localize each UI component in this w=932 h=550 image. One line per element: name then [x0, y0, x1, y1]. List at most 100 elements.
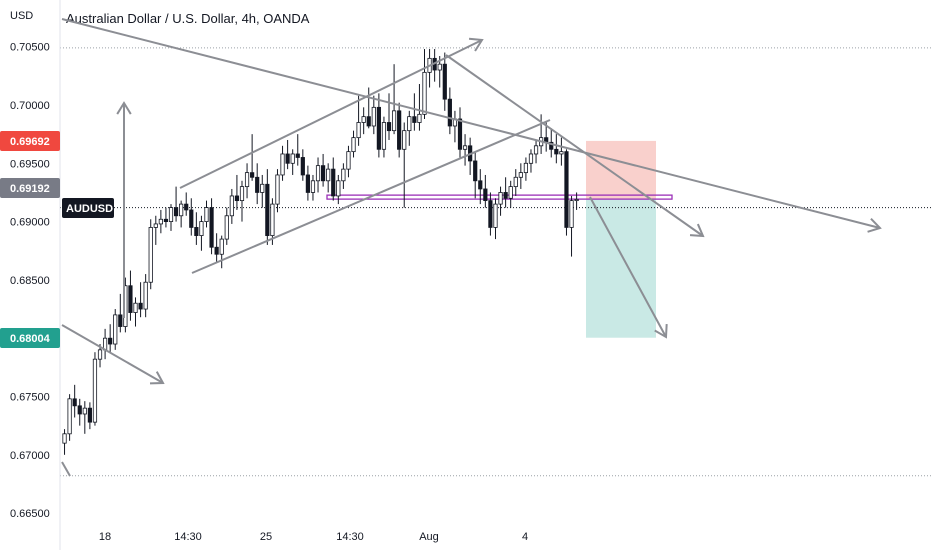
candle[interactable] [473, 151, 478, 199]
candle[interactable] [381, 116, 387, 158]
candle[interactable] [229, 188, 234, 224]
candle[interactable] [407, 110, 412, 146]
candle[interactable] [457, 107, 463, 158]
candle[interactable] [189, 198, 194, 236]
candle[interactable] [361, 107, 366, 135]
candle[interactable] [194, 212, 199, 245]
projected-move-arrow[interactable] [589, 196, 667, 338]
candle[interactable] [376, 93, 381, 158]
candle[interactable] [397, 102, 402, 158]
candle[interactable] [265, 169, 270, 245]
candle[interactable] [346, 145, 351, 178]
candle[interactable] [280, 145, 285, 181]
candle[interactable] [179, 200, 184, 228]
candle[interactable] [143, 274, 148, 318]
candle[interactable] [422, 49, 427, 119]
candle[interactable] [128, 270, 133, 321]
candle[interactable] [452, 110, 458, 143]
candle[interactable] [533, 139, 539, 164]
candle[interactable] [163, 207, 169, 228]
candle[interactable] [564, 149, 569, 236]
target-price-badge[interactable]: 0.68004 [0, 328, 60, 348]
candle[interactable] [432, 49, 437, 82]
stop-price-badge[interactable]: 0.69692 [0, 131, 60, 151]
candle[interactable] [260, 174, 265, 208]
candle[interactable] [239, 180, 245, 222]
candle[interactable] [391, 64, 397, 135]
candle[interactable] [427, 49, 432, 88]
candle[interactable] [447, 87, 452, 135]
candle[interactable] [559, 137, 564, 166]
candle[interactable] [102, 328, 108, 360]
candle[interactable] [498, 186, 503, 216]
candle[interactable] [224, 207, 229, 245]
bottom-marker-line[interactable] [61, 461, 71, 477]
candle[interactable] [468, 137, 473, 175]
candle[interactable] [554, 134, 559, 164]
candle[interactable] [386, 93, 392, 140]
candle[interactable] [138, 282, 143, 318]
candle[interactable] [574, 192, 579, 210]
candle[interactable] [326, 163, 331, 193]
candle[interactable] [462, 134, 468, 166]
candle[interactable] [321, 153, 326, 187]
candle[interactable] [351, 130, 356, 158]
candle[interactable] [356, 95, 361, 146]
candle[interactable] [199, 215, 204, 251]
candle[interactable] [77, 398, 82, 426]
candle[interactable] [92, 352, 98, 426]
candle[interactable] [300, 149, 305, 181]
stop-loss-zone[interactable] [586, 140, 656, 200]
candle[interactable] [184, 192, 189, 216]
candle[interactable] [331, 157, 336, 201]
candle[interactable] [493, 198, 498, 240]
chart-title[interactable]: Australian Dollar / U.S. Dollar, 4h, OAN… [66, 11, 310, 26]
candle[interactable] [209, 198, 214, 255]
candle[interactable] [153, 215, 158, 245]
candle[interactable] [219, 235, 224, 269]
candle[interactable] [290, 149, 295, 175]
candle[interactable] [270, 198, 275, 245]
candle[interactable] [508, 180, 513, 208]
candle[interactable] [518, 163, 523, 189]
current-price-badge[interactable]: 0.69192 [0, 178, 60, 198]
candle[interactable] [402, 122, 407, 208]
upper-channel-line[interactable] [179, 39, 483, 189]
candle[interactable] [569, 195, 574, 257]
candle[interactable] [173, 186, 179, 222]
candle[interactable] [108, 324, 113, 353]
candle[interactable] [336, 174, 341, 205]
candle[interactable] [528, 149, 534, 173]
symbol-badge[interactable]: AUDUSD [62, 198, 114, 218]
candle[interactable] [310, 174, 316, 201]
candle[interactable] [204, 200, 209, 228]
lower-channel-line[interactable] [191, 119, 551, 274]
early-decline-arrow[interactable] [61, 324, 164, 384]
candle[interactable] [549, 128, 554, 158]
candle[interactable] [250, 134, 255, 181]
candle[interactable] [244, 163, 250, 199]
candle[interactable] [478, 169, 483, 205]
candle[interactable] [523, 157, 529, 181]
candle[interactable] [113, 309, 118, 350]
candle[interactable] [503, 177, 508, 208]
candle[interactable] [275, 169, 280, 213]
candle[interactable] [168, 204, 174, 231]
candle[interactable] [285, 139, 290, 170]
long-downtrend-line[interactable] [61, 18, 881, 229]
candle[interactable] [305, 165, 310, 201]
candle[interactable] [214, 233, 219, 263]
candle[interactable] [255, 163, 260, 205]
candle[interactable] [148, 219, 153, 290]
candle[interactable] [158, 209, 163, 234]
candle[interactable] [442, 52, 447, 111]
candle[interactable] [67, 394, 72, 441]
candle[interactable] [62, 429, 67, 455]
candle[interactable] [133, 297, 138, 327]
candle[interactable] [412, 93, 417, 131]
candle[interactable] [417, 84, 422, 131]
candle[interactable] [315, 157, 321, 193]
descending-trend-line[interactable] [445, 54, 704, 237]
candle[interactable] [371, 95, 376, 135]
